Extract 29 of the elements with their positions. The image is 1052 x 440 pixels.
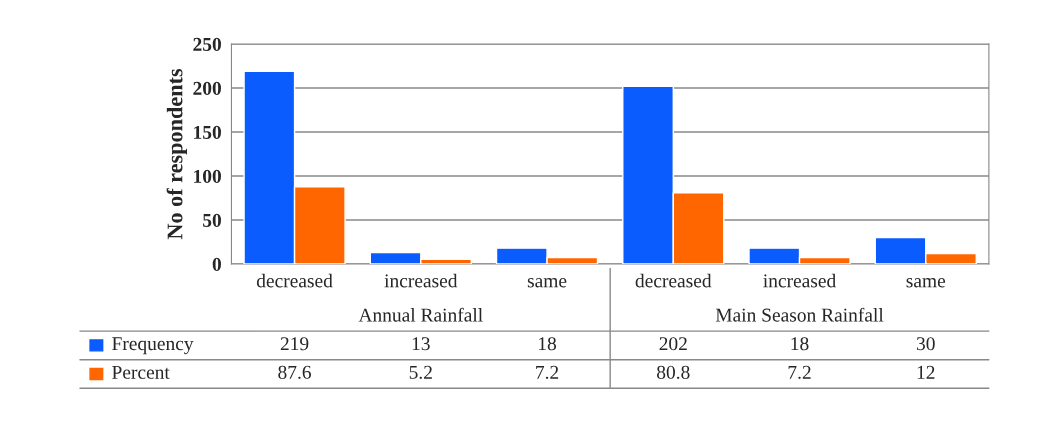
y-axis-title: No of respondents bbox=[166, 68, 187, 240]
data-label: 12 bbox=[917, 365, 935, 379]
text: Main Season Rainfall bbox=[715, 307, 884, 322]
data-label: 80.8 bbox=[657, 365, 690, 379]
legend-label: Percent bbox=[112, 365, 170, 379]
data-label: 13 bbox=[412, 337, 430, 351]
x-tick-label: increased bbox=[384, 273, 458, 288]
x-tick-label: decreased bbox=[635, 273, 712, 288]
data-label: 7.2 bbox=[536, 365, 559, 379]
y-tick-label: 200 bbox=[193, 81, 221, 95]
data-label: 30 bbox=[916, 337, 935, 351]
x-tick-label: same bbox=[906, 278, 946, 288]
data-label: 202 bbox=[659, 337, 687, 351]
data-label: 219 bbox=[280, 337, 309, 351]
data-label: 18 bbox=[539, 337, 557, 351]
x-tick-label: increased bbox=[763, 273, 836, 288]
y-tick-label: 0 bbox=[212, 257, 221, 271]
data-label: 7.2 bbox=[788, 365, 811, 379]
text: Annual Rainfall bbox=[358, 307, 483, 322]
data-label: 87.6 bbox=[278, 365, 311, 379]
x-tick-label: decreased bbox=[256, 273, 333, 288]
y-tick-label: 250 bbox=[193, 37, 221, 51]
legend-label: Frequency bbox=[112, 337, 194, 355]
y-tick-label: 50 bbox=[203, 213, 221, 227]
data-label: 18 bbox=[791, 337, 809, 351]
data-label: 5.2 bbox=[409, 365, 432, 379]
y-tick-label: 100 bbox=[194, 169, 221, 183]
x-tick-label: same bbox=[527, 278, 567, 288]
y-tick-label: 150 bbox=[194, 125, 221, 139]
